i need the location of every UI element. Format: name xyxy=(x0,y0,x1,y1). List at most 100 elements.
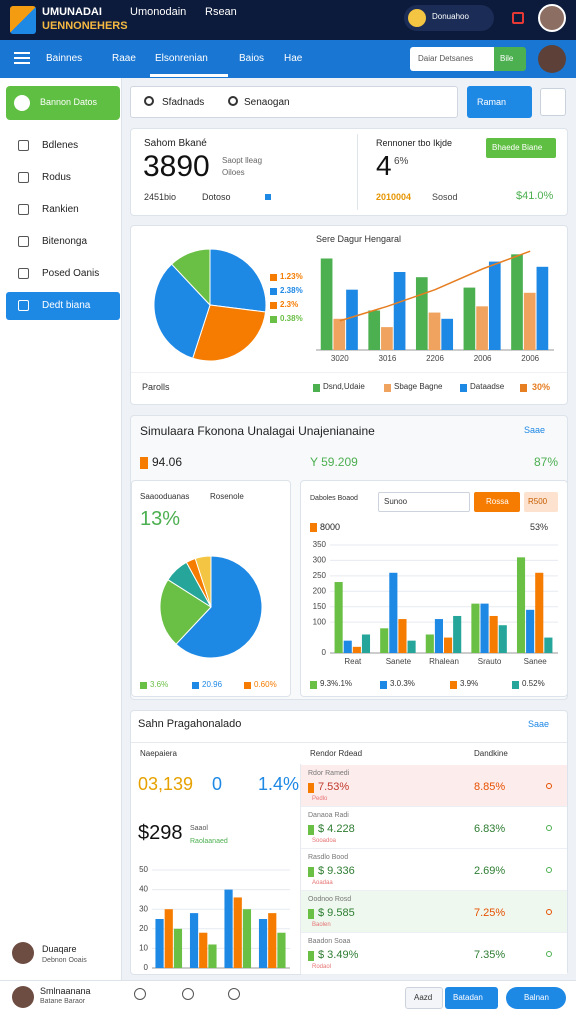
bar xyxy=(444,637,453,653)
bottom-name: Smlnaanana xyxy=(40,986,91,996)
row-action[interactable] xyxy=(546,867,552,873)
table-row xyxy=(301,765,567,807)
bar xyxy=(333,318,346,350)
right-card-button[interactable] xyxy=(474,492,520,512)
bar xyxy=(352,646,361,653)
nav-tab[interactable]: Hae xyxy=(284,53,303,64)
column-header: Rendor Rdead xyxy=(310,749,363,758)
bar xyxy=(441,318,454,350)
search-button[interactable] xyxy=(467,86,532,118)
row-pct: 7.35% xyxy=(474,949,506,961)
bar xyxy=(164,909,173,968)
row-pct: 6.83% xyxy=(474,823,506,835)
nav-tab[interactable]: Bainnes xyxy=(46,53,83,64)
column-header: Naepaiera xyxy=(140,749,177,758)
right-card-icon xyxy=(310,523,317,532)
table-row xyxy=(301,933,567,975)
trend-line xyxy=(339,250,531,322)
nav-avatar[interactable] xyxy=(538,45,566,73)
row-note: Sooadoa xyxy=(312,838,337,844)
sidebar-item[interactable]: Dedt biana xyxy=(42,300,91,311)
bottom-icon[interactable] xyxy=(228,988,240,1000)
logo xyxy=(10,6,36,34)
sidebar-item[interactable]: Bdlenes xyxy=(42,140,79,151)
right-card-button-label: Rossa xyxy=(486,497,509,506)
y-tick-label: 200 xyxy=(313,586,327,595)
section2-link[interactable]: Saae xyxy=(524,425,546,435)
bottom-button[interactable] xyxy=(506,987,566,1009)
row-value: $ 9.585 xyxy=(318,907,355,919)
sidebar-item[interactable]: Bitenonga xyxy=(42,236,88,247)
x-tick-label: 2006 xyxy=(521,354,539,363)
bar xyxy=(523,292,536,350)
menu-icon-line xyxy=(14,57,30,59)
legend-swatch xyxy=(450,681,457,689)
sidebar-item[interactable]: Rankien xyxy=(42,204,79,215)
y-tick-label: 50 xyxy=(139,865,148,874)
row-action[interactable] xyxy=(546,783,552,789)
nav-tab[interactable]: Raae xyxy=(112,53,136,64)
section3-link[interactable]: Saae xyxy=(528,719,550,729)
bar xyxy=(428,312,441,350)
bottom-avatar xyxy=(12,986,34,1008)
bar xyxy=(480,603,489,653)
row-action[interactable] xyxy=(546,909,552,915)
bar xyxy=(361,634,371,653)
bar xyxy=(393,272,406,350)
right-card-select[interactable] xyxy=(378,492,470,512)
logo-line2: UENNONEHERS xyxy=(42,20,128,32)
bar xyxy=(511,254,523,350)
legend-swatch xyxy=(140,682,147,689)
legend-swatch xyxy=(270,316,277,323)
search-term: Sfadnads xyxy=(162,97,205,108)
avatar[interactable] xyxy=(538,4,566,32)
menu-icon-line xyxy=(14,52,30,54)
kpi-footer: 2010004 xyxy=(376,192,412,202)
notify-icon[interactable] xyxy=(512,12,524,24)
legend-label: 1.23% xyxy=(280,272,303,281)
y-tick-label: 20 xyxy=(139,924,148,933)
left-card-label: Saaooduanas xyxy=(140,492,190,501)
bottom-button-label: Balnan xyxy=(524,993,549,1002)
kpi-note: Oiloes xyxy=(222,168,245,177)
nav-tab[interactable]: Elsonrenian xyxy=(155,53,208,64)
nav-search-button[interactable] xyxy=(494,47,526,71)
bar xyxy=(233,897,242,968)
badge[interactable] xyxy=(404,5,494,31)
overview-bars-title: Sere Dagur Hengaral xyxy=(316,234,402,244)
row-action[interactable] xyxy=(546,825,552,831)
row-icon xyxy=(308,825,314,835)
right-card-button2[interactable] xyxy=(524,492,558,512)
bar xyxy=(471,603,480,653)
right-card-filter: Daboles Boaod xyxy=(310,495,358,502)
row-action[interactable] xyxy=(546,951,552,957)
section2-pie xyxy=(159,555,263,659)
kpi-button-label: Bhaede Biane xyxy=(492,143,543,152)
nav-tab[interactable]: Baios xyxy=(239,53,265,64)
sidebar-item[interactable]: Rodus xyxy=(42,172,71,183)
overview-pie xyxy=(153,248,267,362)
bottom-icon[interactable] xyxy=(134,988,146,1000)
search-button-label: Raman xyxy=(477,97,507,107)
sidebar-primary-icon xyxy=(14,95,30,111)
bottom-icon[interactable] xyxy=(182,988,194,1000)
filter-icon xyxy=(228,96,238,106)
bar xyxy=(488,261,501,350)
search-bar xyxy=(130,86,458,118)
kpi-value: 4 xyxy=(376,150,392,181)
settings-button[interactable] xyxy=(540,88,566,116)
kpi-button[interactable] xyxy=(486,138,556,158)
legend-swatch xyxy=(270,302,277,309)
overview-filter[interactable]: Parolls xyxy=(142,382,170,392)
bar xyxy=(535,572,544,653)
kpi-divider xyxy=(357,134,358,210)
bar xyxy=(489,615,498,653)
bar xyxy=(453,615,462,653)
section2-stat: 94.06 xyxy=(152,455,183,469)
bottom-button[interactable] xyxy=(445,987,498,1009)
right-card-pct: 53% xyxy=(530,522,549,532)
column-header: Dandkine xyxy=(474,749,508,758)
sidebar-item[interactable]: Posed Oanis xyxy=(42,268,100,279)
bottom-button[interactable] xyxy=(405,987,443,1009)
